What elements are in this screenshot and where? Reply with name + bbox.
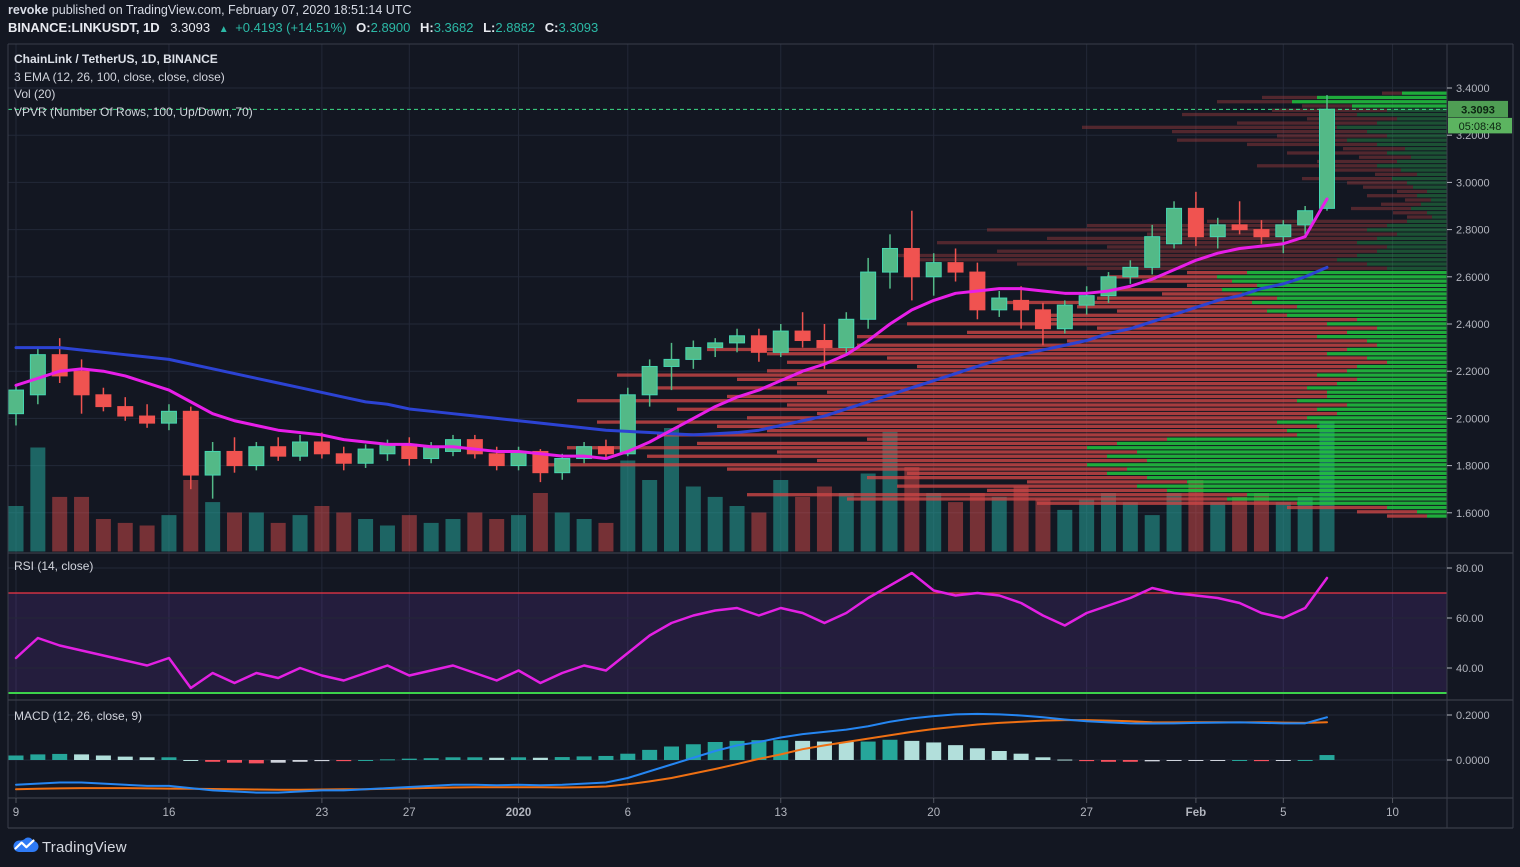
main-chart[interactable]: 3.40003.20003.00002.80002.60002.40002.20…: [0, 0, 1520, 832]
svg-text:2020: 2020: [506, 807, 532, 819]
svg-text:2.0000: 2.0000: [1456, 413, 1490, 425]
low-value: 2.8882: [495, 20, 536, 35]
svg-text:2.8000: 2.8000: [1456, 225, 1490, 237]
svg-text:2.2000: 2.2000: [1456, 366, 1490, 378]
close-value: 3.3093: [558, 20, 599, 35]
legend-vpvr[interactable]: VPVR (Number Of Rows, 100, Up/Down, 70): [14, 104, 253, 119]
svg-text:16: 16: [163, 807, 176, 819]
macd-legend[interactable]: MACD (12, 26, close, 9): [14, 709, 143, 723]
svg-text:10: 10: [1386, 807, 1399, 819]
svg-text:13: 13: [774, 807, 787, 819]
close-label: C:: [544, 20, 559, 35]
svg-text:20: 20: [927, 807, 940, 819]
svg-text:80.00: 80.00: [1456, 563, 1484, 575]
svg-text:2.4000: 2.4000: [1456, 319, 1490, 331]
rsi-legend[interactable]: RSI (14, close): [14, 559, 94, 573]
svg-text:0.2000: 0.2000: [1456, 710, 1490, 722]
svg-text:Feb: Feb: [1186, 807, 1206, 819]
last-price: 3.3093: [170, 20, 211, 35]
svg-text:3.0000: 3.0000: [1456, 177, 1490, 189]
high-label: H:: [420, 20, 434, 35]
svg-text:0.0000: 0.0000: [1456, 755, 1490, 767]
svg-text:6: 6: [625, 807, 631, 819]
svg-text:2.6000: 2.6000: [1456, 272, 1490, 284]
svg-text:3.3093: 3.3093: [1461, 104, 1495, 116]
indicator-legend: ChainLink / TetherUS, 1D, BINANCE 3 EMA …: [14, 51, 253, 121]
open-label: O:: [356, 20, 371, 35]
high-value: 3.3682: [433, 20, 474, 35]
tradingview-logo-icon[interactable]: [13, 837, 39, 859]
footer-bar: TradingView: [0, 832, 1520, 867]
publish-header: revoke published on TradingView.com, Feb…: [8, 3, 412, 17]
svg-text:1.8000: 1.8000: [1456, 461, 1490, 473]
change-arrow-icon: ▲: [218, 24, 229, 35]
price-change: +0.4193 (+14.51%): [235, 20, 347, 35]
legend-volume[interactable]: Vol (20): [14, 87, 56, 101]
svg-text:9: 9: [13, 807, 19, 819]
tradingview-wordmark[interactable]: TradingView: [42, 839, 127, 856]
svg-text:05:08:48: 05:08:48: [1459, 121, 1502, 133]
symbol-name[interactable]: BINANCE:LINKUSDT, 1D: [8, 20, 160, 35]
svg-text:3.4000: 3.4000: [1456, 83, 1490, 95]
publish-info: published on TradingView.com, February 0…: [48, 3, 412, 17]
legend-symbol-title[interactable]: ChainLink / TetherUS, 1D, BINANCE: [14, 52, 218, 66]
svg-text:5: 5: [1280, 807, 1286, 819]
svg-text:27: 27: [403, 807, 416, 819]
symbol-info-bar: BINANCE:LINKUSDT, 1D 3.3093 ▲ +0.4193 (+…: [8, 20, 598, 35]
svg-text:40.00: 40.00: [1456, 663, 1484, 675]
open-value: 2.8900: [370, 20, 411, 35]
svg-text:60.00: 60.00: [1456, 613, 1484, 625]
legend-ema[interactable]: 3 EMA (12, 26, 100, close, close, close): [14, 69, 225, 84]
svg-text:27: 27: [1080, 807, 1093, 819]
low-label: L:: [483, 20, 496, 35]
svg-text:1.6000: 1.6000: [1456, 508, 1490, 520]
author-name: revoke: [8, 3, 49, 17]
svg-text:23: 23: [316, 807, 329, 819]
